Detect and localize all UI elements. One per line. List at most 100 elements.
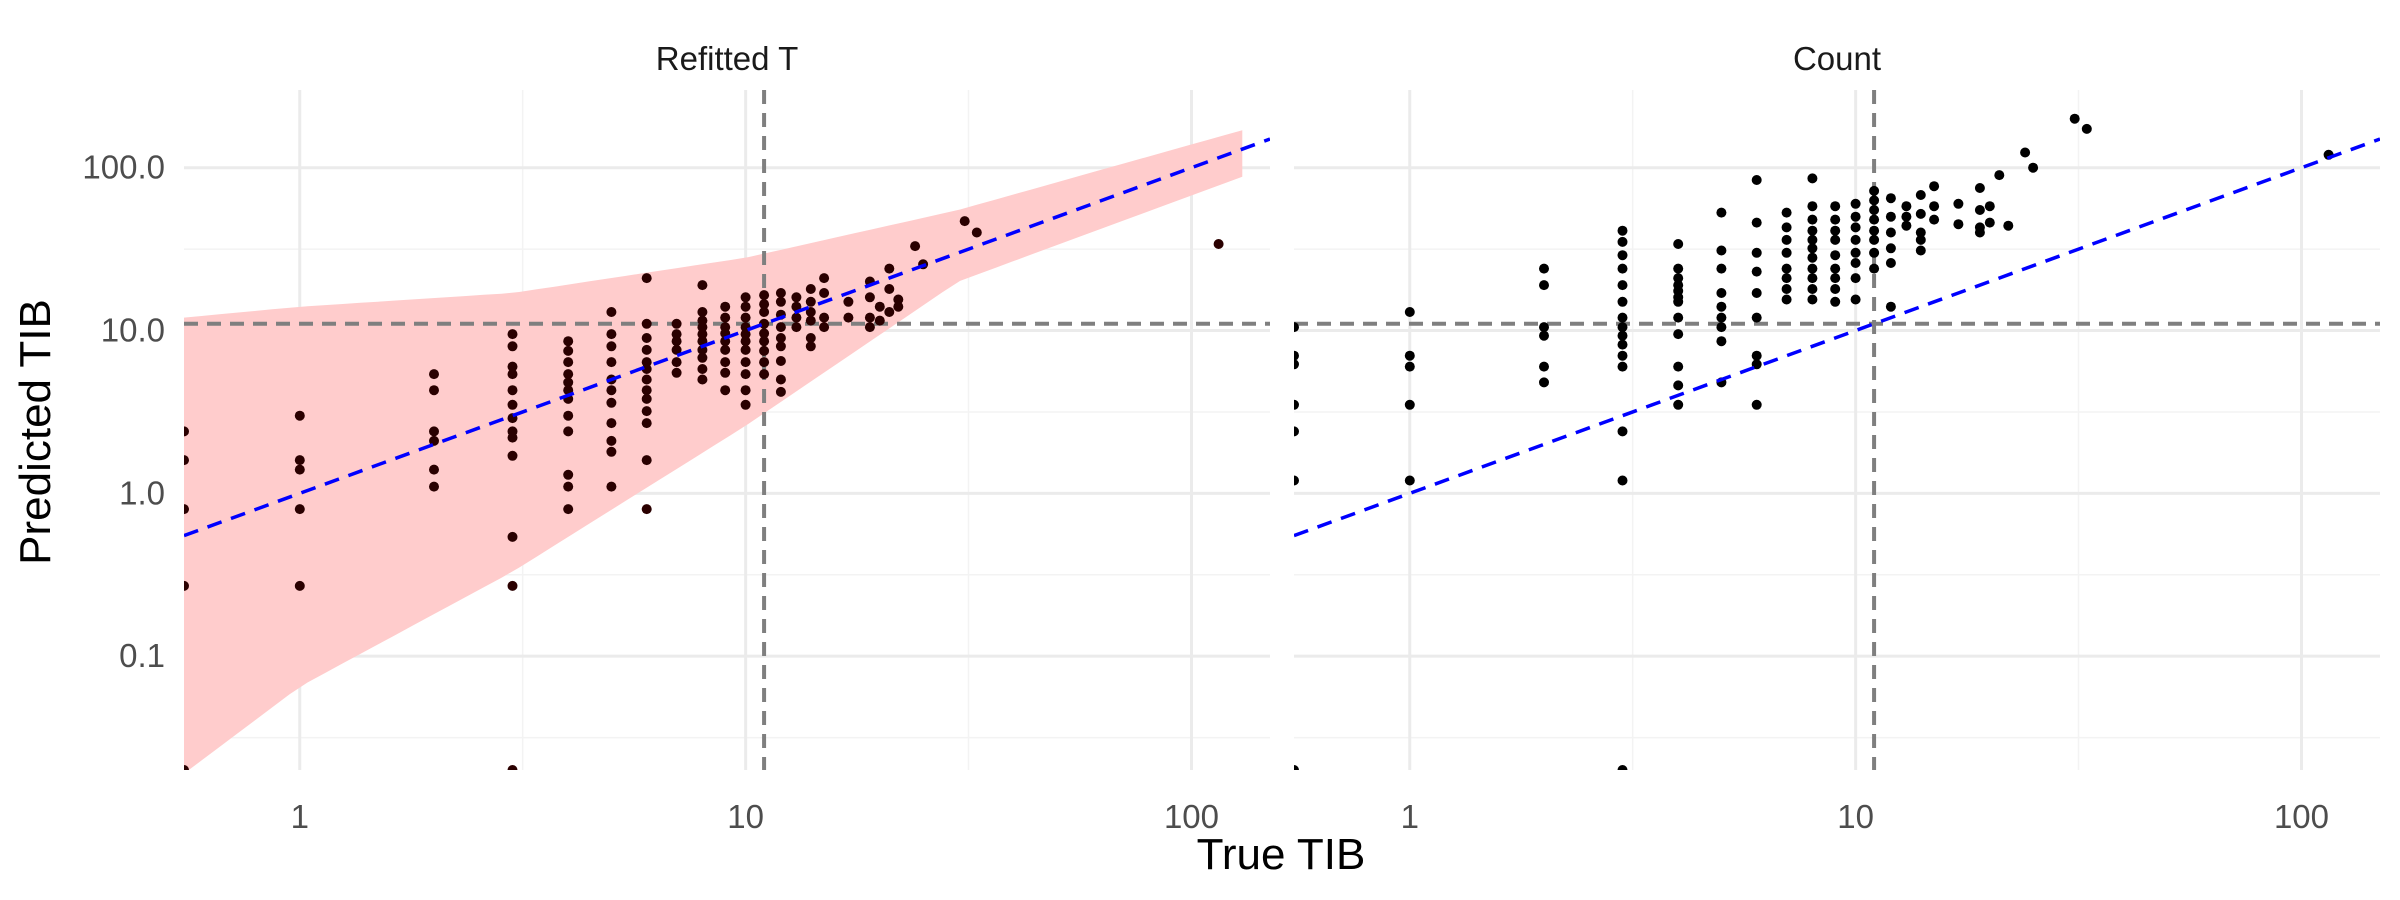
data-point xyxy=(805,341,816,352)
data-point xyxy=(1294,359,1299,370)
data-point xyxy=(184,455,189,466)
data-point xyxy=(429,385,439,396)
data-point xyxy=(294,580,305,591)
data-point xyxy=(1869,205,1880,215)
data-point xyxy=(720,301,731,312)
data-point xyxy=(740,385,751,396)
data-point xyxy=(1885,258,1896,268)
data-point xyxy=(740,399,751,410)
data-point xyxy=(294,455,305,466)
data-point xyxy=(697,322,708,333)
data-point xyxy=(1751,288,1762,298)
data-point xyxy=(563,469,574,480)
data-point xyxy=(641,504,652,515)
data-point xyxy=(775,374,786,385)
data-point xyxy=(507,531,518,542)
prediction-interval-band xyxy=(184,130,1243,770)
data-point xyxy=(1984,217,1995,228)
data-point xyxy=(1716,288,1727,298)
data-point xyxy=(775,322,786,333)
data-point xyxy=(641,357,652,368)
data-point xyxy=(563,369,574,380)
data-point xyxy=(1617,225,1628,236)
data-point xyxy=(563,481,574,492)
data-point xyxy=(1673,361,1684,372)
data-point xyxy=(1539,322,1549,333)
data-point xyxy=(1539,263,1549,274)
data-point xyxy=(843,296,854,307)
data-point xyxy=(1673,263,1684,274)
data-point xyxy=(1751,247,1762,258)
data-point xyxy=(1885,227,1896,238)
data-point xyxy=(507,361,518,372)
data-point xyxy=(1850,273,1861,284)
data-point xyxy=(1915,208,1926,219)
data-point xyxy=(720,385,731,396)
x-tick-label: 10 xyxy=(1837,798,1874,835)
data-point xyxy=(507,580,518,591)
data-point xyxy=(606,385,617,396)
data-point xyxy=(1294,426,1299,437)
plot-area-count xyxy=(1294,90,2380,770)
x-tick-label: 100 xyxy=(1164,798,1219,835)
data-point xyxy=(1617,236,1628,247)
data-point xyxy=(1869,234,1880,245)
data-point xyxy=(1751,175,1762,185)
data-point xyxy=(2003,220,2014,231)
data-point xyxy=(1830,273,1841,284)
data-point xyxy=(1404,399,1415,410)
data-point xyxy=(184,765,189,770)
data-point xyxy=(1673,239,1684,249)
data-point xyxy=(1830,250,1841,261)
data-point xyxy=(697,307,708,317)
data-point xyxy=(2028,162,2039,173)
data-point xyxy=(1617,350,1628,361)
data-point xyxy=(294,410,305,421)
data-point xyxy=(1617,765,1628,770)
data-point xyxy=(1781,234,1792,245)
data-point xyxy=(791,312,802,323)
data-point xyxy=(641,455,652,466)
data-point xyxy=(641,333,652,343)
data-point xyxy=(294,504,305,515)
data-point xyxy=(1294,765,1299,770)
data-point xyxy=(563,336,574,347)
data-point xyxy=(1901,211,1912,222)
data-point xyxy=(720,312,731,323)
data-point xyxy=(740,312,751,323)
data-point xyxy=(1974,205,1985,215)
y-axis-title: Predicted TIB xyxy=(11,299,60,565)
data-point xyxy=(641,406,652,417)
data-point xyxy=(740,301,751,312)
data-point xyxy=(1885,243,1896,254)
data-point xyxy=(791,322,802,333)
data-point xyxy=(641,374,652,385)
data-point xyxy=(1617,312,1628,323)
data-point xyxy=(1915,227,1926,238)
data-point xyxy=(671,344,682,355)
data-point xyxy=(1673,329,1684,340)
data-point xyxy=(819,312,830,323)
data-point xyxy=(1850,247,1861,258)
data-point xyxy=(819,273,830,284)
data-point xyxy=(507,432,518,443)
data-point xyxy=(1830,284,1841,294)
data-point xyxy=(1807,214,1818,225)
data-point xyxy=(1901,201,1912,212)
data-point xyxy=(671,318,682,329)
identity-line xyxy=(1294,137,2380,538)
data-point xyxy=(1751,312,1762,323)
data-point xyxy=(1673,312,1684,323)
data-point xyxy=(1781,284,1792,294)
panel-count: Count 1 10 100 xyxy=(1294,40,2380,835)
data-point xyxy=(759,345,770,356)
data-point xyxy=(759,357,770,368)
data-point xyxy=(775,386,786,397)
data-point xyxy=(1751,399,1762,410)
data-point xyxy=(1885,211,1896,222)
data-point xyxy=(1673,296,1684,307)
data-point xyxy=(641,273,652,284)
data-point xyxy=(1751,350,1762,361)
data-point xyxy=(606,481,617,492)
data-point xyxy=(1617,361,1628,372)
